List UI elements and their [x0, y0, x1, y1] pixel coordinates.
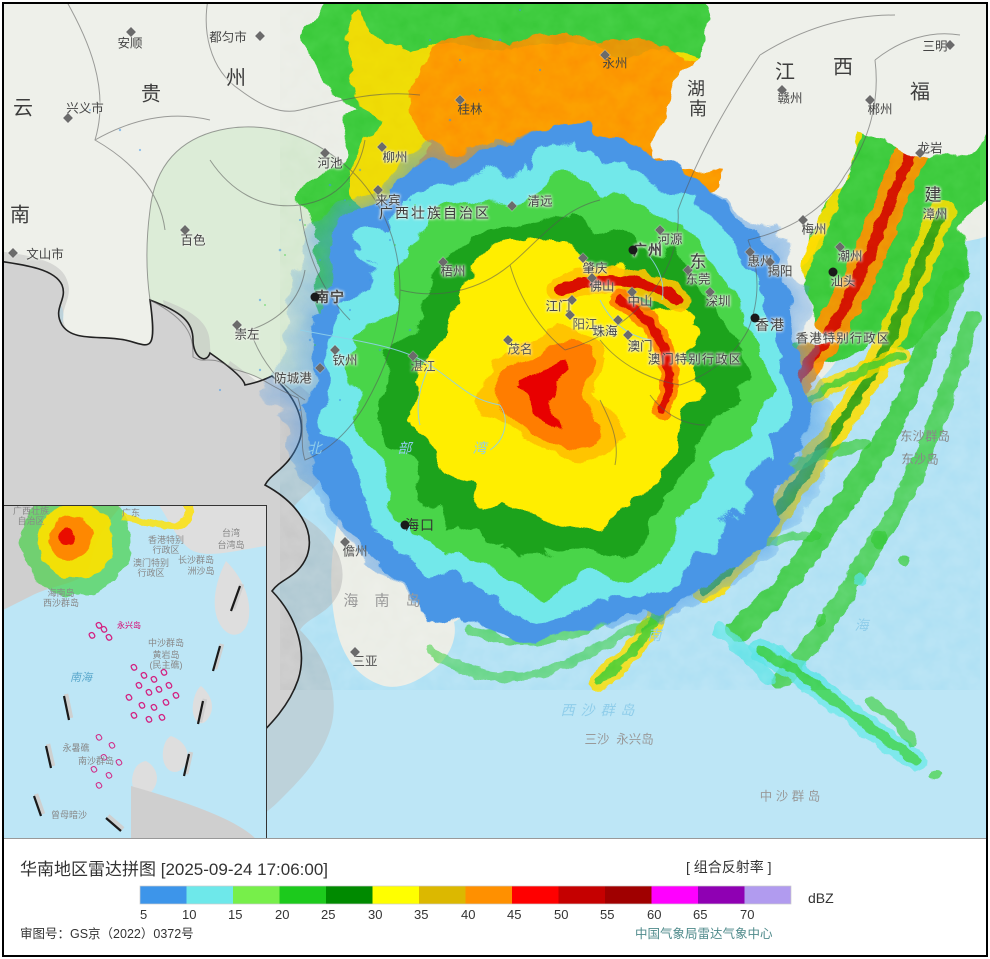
- svg-text:30: 30: [368, 907, 382, 922]
- svg-text:中沙群岛: 中沙群岛: [148, 637, 184, 648]
- svg-text:澳门特别: 澳门特别: [133, 557, 169, 568]
- svg-text:15: 15: [228, 907, 242, 922]
- svg-text:50: 50: [554, 907, 568, 922]
- svg-text:曾母暗沙: 曾母暗沙: [51, 809, 87, 820]
- svg-text:自治区: 自治区: [17, 515, 44, 526]
- svg-text:60: 60: [647, 907, 661, 922]
- svg-text:(民主礁): (民主礁): [150, 659, 183, 670]
- svg-text:70: 70: [740, 907, 754, 922]
- svg-text:行政区: 行政区: [137, 567, 164, 578]
- svg-text:广东: 广东: [122, 507, 140, 518]
- svg-text:南海: 南海: [70, 671, 94, 684]
- svg-text:25: 25: [321, 907, 335, 922]
- svg-text:洲沙岛: 洲沙岛: [187, 565, 214, 576]
- svg-text:65: 65: [693, 907, 707, 922]
- svg-text:南沙群岛: 南沙群岛: [78, 755, 114, 766]
- svg-text:广西壮族: 广西壮族: [13, 506, 49, 516]
- svg-text:黄岩岛: 黄岩岛: [152, 649, 179, 660]
- svg-text:5: 5: [140, 907, 147, 922]
- svg-text:香港特别: 香港特别: [148, 534, 184, 545]
- svg-text:永兴岛: 永兴岛: [117, 620, 141, 630]
- svg-text:35: 35: [414, 907, 428, 922]
- svg-text:45: 45: [507, 907, 521, 922]
- svg-text:55: 55: [600, 907, 614, 922]
- svg-text:长沙群岛: 长沙群岛: [178, 554, 214, 565]
- svg-text:20: 20: [275, 907, 289, 922]
- svg-text:行政区: 行政区: [152, 544, 179, 555]
- svg-text:台湾岛: 台湾岛: [217, 539, 244, 550]
- svg-text:永暑礁: 永暑礁: [62, 742, 89, 753]
- svg-text:台湾: 台湾: [222, 527, 240, 538]
- svg-text:海南岛: 海南岛: [47, 587, 74, 598]
- svg-text:西沙群岛: 西沙群岛: [43, 597, 79, 608]
- svg-text:10: 10: [182, 907, 196, 922]
- svg-text:40: 40: [461, 907, 475, 922]
